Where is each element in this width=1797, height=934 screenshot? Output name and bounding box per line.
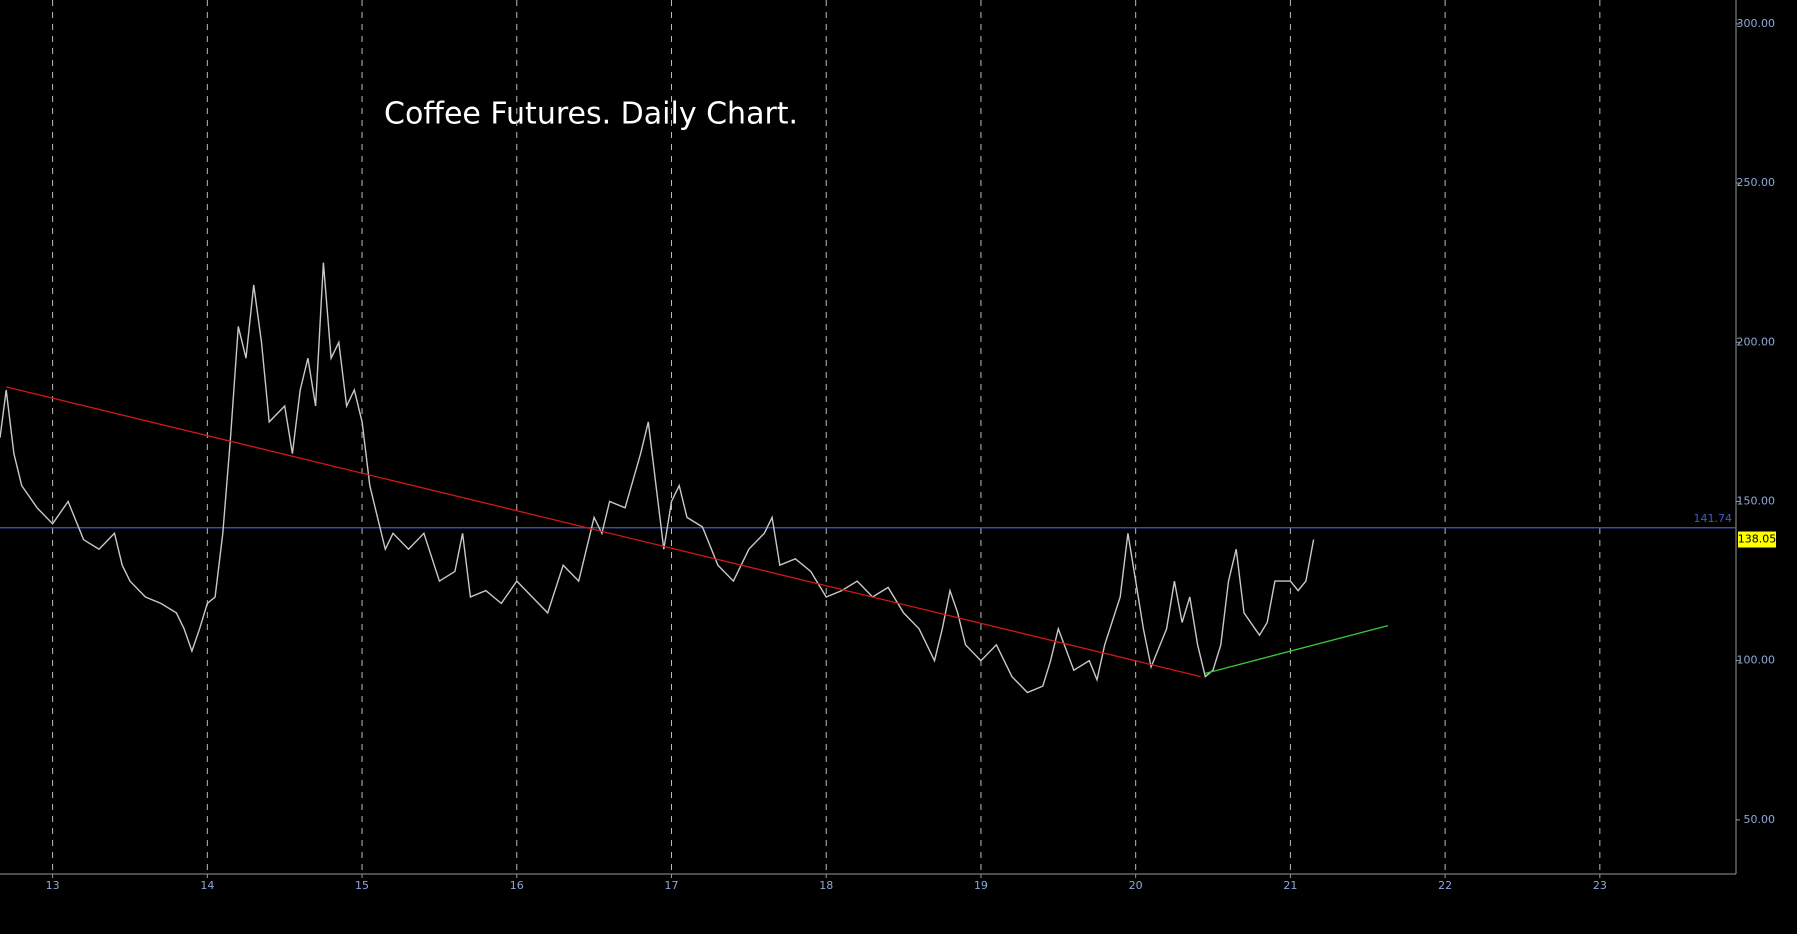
x-tick-label: 19 — [974, 879, 988, 892]
x-tick-label: 20 — [1129, 879, 1143, 892]
y-tick-label: 300.00 — [1737, 17, 1776, 30]
y-tick-label: 100.00 — [1737, 654, 1776, 667]
x-tick-label: 21 — [1283, 879, 1297, 892]
y-tick-label: 50.00 — [1744, 813, 1776, 826]
x-tick-label: 13 — [46, 879, 60, 892]
chart-title: Coffee Futures. Daily Chart. — [384, 97, 798, 132]
x-tick-label: 15 — [355, 879, 369, 892]
y-tick-label: 250.00 — [1737, 176, 1776, 189]
y-tick-label: 200.00 — [1737, 335, 1776, 348]
trendline — [6, 386, 1201, 678]
price-line — [0, 262, 1315, 694]
x-tick-label: 17 — [665, 879, 679, 892]
x-tick-label: 18 — [819, 879, 833, 892]
reference-label: 141.74 — [1694, 512, 1733, 525]
x-tick-label: 14 — [200, 879, 214, 892]
x-tick-label: 22 — [1438, 879, 1452, 892]
x-tick-label: 16 — [510, 879, 524, 892]
trendline — [1205, 625, 1389, 675]
last-price-box — [1738, 531, 1776, 548]
x-tick-label: 23 — [1593, 879, 1607, 892]
y-tick-label: 150.00 — [1737, 494, 1776, 507]
last-price-label: 138.05 — [1738, 533, 1777, 546]
